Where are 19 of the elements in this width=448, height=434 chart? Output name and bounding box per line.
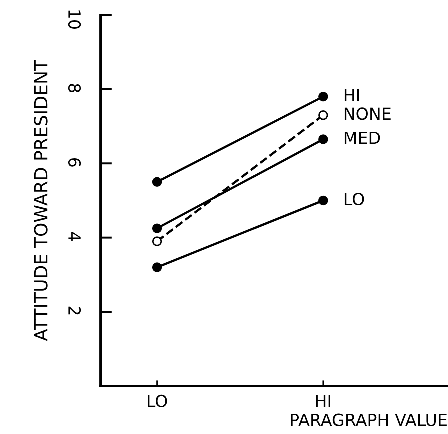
series-label: NONE (344, 108, 391, 120)
x-axis-title: PARAGRAPH VALUE (291, 414, 447, 426)
point (152, 236, 162, 246)
y-tick-label: 4 (68, 232, 81, 242)
y-axis-title: ATTITUDE TOWARD PRESIDENT (34, 60, 48, 342)
point (152, 262, 162, 272)
series-label: HI (344, 89, 360, 102)
point (318, 92, 328, 102)
series-label: LO (344, 192, 364, 206)
point (318, 196, 328, 206)
point (318, 134, 328, 144)
y-tick-label: 8 (68, 84, 82, 93)
y-tick-label: 6 (68, 158, 82, 167)
y-tick-label: 10 (68, 10, 82, 29)
point (152, 224, 162, 234)
y-tick-label: 2 (68, 306, 82, 315)
point (318, 110, 328, 120)
point (152, 177, 162, 188)
series-label: MED (344, 132, 380, 144)
